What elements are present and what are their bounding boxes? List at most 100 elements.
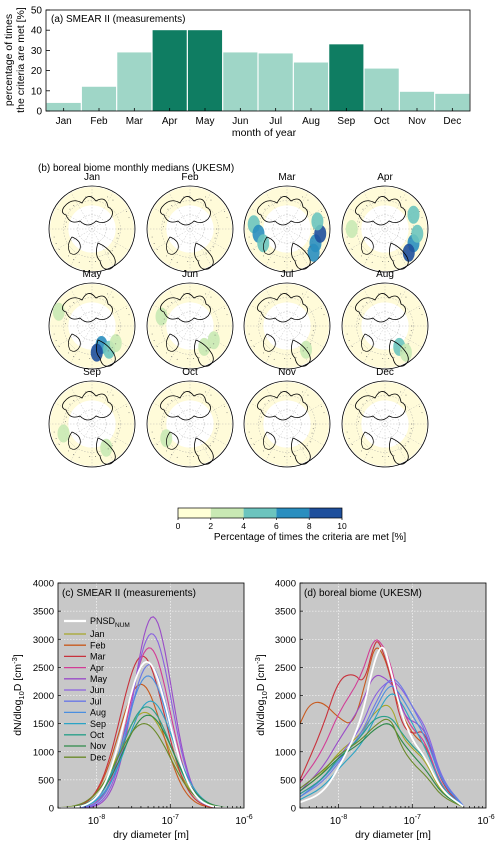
panel-a-title: (a) SMEAR II (measurements) [51,14,185,25]
meridian-line [249,402,325,446]
significance-dot [165,314,167,316]
latitude-line [161,395,219,453]
significance-dot [405,199,407,201]
significance-dot [262,217,264,219]
coastline [62,391,113,421]
significance-dot [89,456,91,458]
criteria-patch [160,429,173,448]
panel-a-frame [45,9,471,112]
significance-dot [262,314,264,316]
criteria-patch [311,212,324,231]
significance-dot [306,250,308,252]
significance-dot [313,228,315,230]
panel-c-title: (c) SMEAR II (measurements) [62,588,196,599]
coastline [160,196,211,226]
y-tick-label: 2500 [33,663,54,674]
legend-label-apr: Apr [90,663,104,673]
significance-dot [285,195,287,197]
significance-dot [67,412,69,414]
significance-dot [162,421,164,423]
significance-dot [183,196,185,198]
legend-label-feb: Feb [90,640,106,650]
panel-c-xlabel: dry diameter [m] [113,829,189,841]
significance-dot [73,356,75,358]
significance-dot [188,292,190,294]
coastline-greenland [263,236,276,255]
x-tick-label: 10-6 [235,814,252,827]
meridian-line [152,207,228,251]
significance-dot [156,444,158,445]
latitude-line [258,395,316,453]
significance-dot [366,356,368,358]
significance-dot [360,412,362,414]
significance-dot [214,334,216,336]
coastline-greenland [68,236,81,255]
legend-label-may: May [90,674,108,684]
panel-d-series [300,639,465,808]
significance-dot [419,405,420,407]
significance-dot [268,400,270,402]
coastline-scandinavia [96,242,116,270]
colorbar-segment [309,508,342,518]
significance-dot [248,236,250,238]
significance-dot [387,261,389,262]
significance-dot [162,226,164,228]
significance-dot [358,221,360,223]
y-tick-label: 1500 [33,719,54,730]
significance-dot [295,356,297,358]
y-tick-label: 3000 [275,635,296,646]
significance-dot [115,246,117,248]
significance-dot [68,450,70,452]
significance-dot [346,431,348,433]
bar-feb [81,86,117,111]
significance-dot [69,305,71,307]
map-title: Mar [278,172,296,183]
panel-a-y-ticks: 0 10 20 30 40 50 [31,6,50,118]
significance-dot [419,210,420,212]
bar-jun [223,52,258,111]
significance-dot [264,305,266,307]
y-tick-label: 40 [31,26,43,37]
latitude-line [63,297,121,355]
coastline-scandinavia [389,339,409,367]
colorbar-tick-label: 10 [337,521,347,531]
significance-dot [198,356,200,358]
significance-dot [111,347,113,349]
significance-dot [408,246,410,248]
coastline [160,391,211,421]
significance-dot [55,438,57,439]
significance-dot [115,343,117,345]
significance-dot [263,255,265,257]
significance-dot [311,334,313,336]
significance-dot [409,334,411,336]
criteria-patch [257,234,270,253]
y-tick-label: 0 [49,804,54,815]
map-title: Sep [83,367,101,378]
significance-dot [366,302,368,304]
significance-dot [64,421,66,423]
bar-nov [399,91,435,111]
criteria-patch [345,220,358,238]
significance-dot [360,217,362,219]
panel-d-ylabel: dN/dlog10D [cm-3] [253,654,269,736]
significance-dot [366,205,368,207]
significance-dot [85,196,87,198]
series-nov [300,723,465,808]
significance-dot [188,390,190,392]
significance-dot [259,323,261,325]
significance-dot [346,333,348,335]
meridian-line [347,207,423,251]
criteria-patch [100,438,113,457]
significance-dot [73,400,75,402]
significance-dot [264,403,266,405]
significance-dot [273,456,275,458]
significance-dot [171,454,173,456]
significance-dot [166,450,168,452]
significance-dot [210,296,212,298]
significance-dot [284,456,286,458]
significance-dot [210,199,212,201]
panel-d-xlabel: dry diameter [m] [355,829,431,841]
significance-dot [107,253,109,255]
x-tick-label: Oct [374,116,390,127]
coastline-greenland [263,431,276,450]
